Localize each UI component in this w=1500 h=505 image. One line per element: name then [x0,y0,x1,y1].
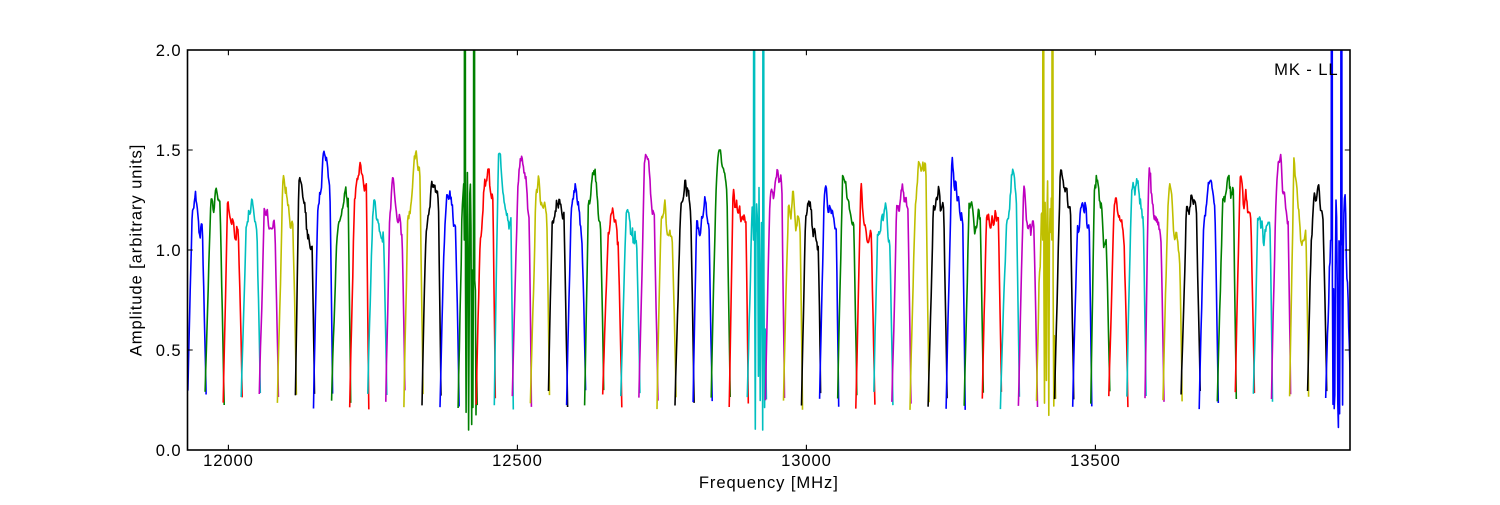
svg-text:13500: 13500 [1070,451,1121,470]
svg-text:0.5: 0.5 [156,341,182,360]
svg-text:13000: 13000 [781,451,832,470]
svg-text:0.0: 0.0 [156,441,182,460]
svg-text:1.0: 1.0 [156,241,182,260]
svg-text:12000: 12000 [203,451,254,470]
svg-text:Amplitude [arbitrary units]: Amplitude [arbitrary units] [127,144,146,356]
svg-text:MK - LL: MK - LL [1274,60,1338,79]
svg-text:2.0: 2.0 [156,41,182,60]
svg-text:Frequency [MHz]: Frequency [MHz] [699,473,839,492]
svg-text:12500: 12500 [492,451,543,470]
svg-text:1.5: 1.5 [156,141,182,160]
